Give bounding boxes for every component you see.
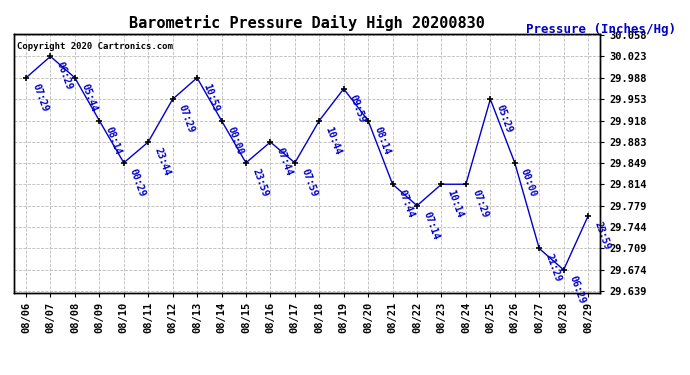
Text: 00:00: 00:00 [226,125,245,156]
Text: 23:59: 23:59 [250,167,270,198]
Text: 23:59: 23:59 [592,220,612,251]
Text: Pressure (Inches/Hg): Pressure (Inches/Hg) [526,22,676,36]
Text: 07:44: 07:44 [397,188,416,219]
Text: 00:00: 00:00 [519,167,538,198]
Text: 06:29: 06:29 [55,60,74,92]
Text: 23:44: 23:44 [152,146,172,177]
Text: 05:44: 05:44 [79,82,99,113]
Text: 07:44: 07:44 [275,146,294,177]
Text: 07:29: 07:29 [177,104,196,134]
Text: Copyright 2020 Cartronics.com: Copyright 2020 Cartronics.com [17,42,172,51]
Text: 08:14: 08:14 [373,125,392,156]
Text: 21:29: 21:29 [543,253,563,284]
Text: 10:14: 10:14 [446,188,465,219]
Text: 00:29: 00:29 [128,167,148,198]
Text: 07:29: 07:29 [30,82,50,113]
Text: 07:14: 07:14 [421,210,441,241]
Text: 07:59: 07:59 [299,167,319,198]
Title: Barometric Pressure Daily High 20200830: Barometric Pressure Daily High 20200830 [129,15,485,31]
Text: 06:29: 06:29 [568,274,587,305]
Text: 10:59: 10:59 [201,82,221,113]
Text: 05:29: 05:29 [495,104,514,134]
Text: 09:59: 09:59 [348,93,367,124]
Text: 10:44: 10:44 [324,125,343,156]
Text: 07:29: 07:29 [470,188,489,219]
Text: 08:14: 08:14 [104,125,123,156]
